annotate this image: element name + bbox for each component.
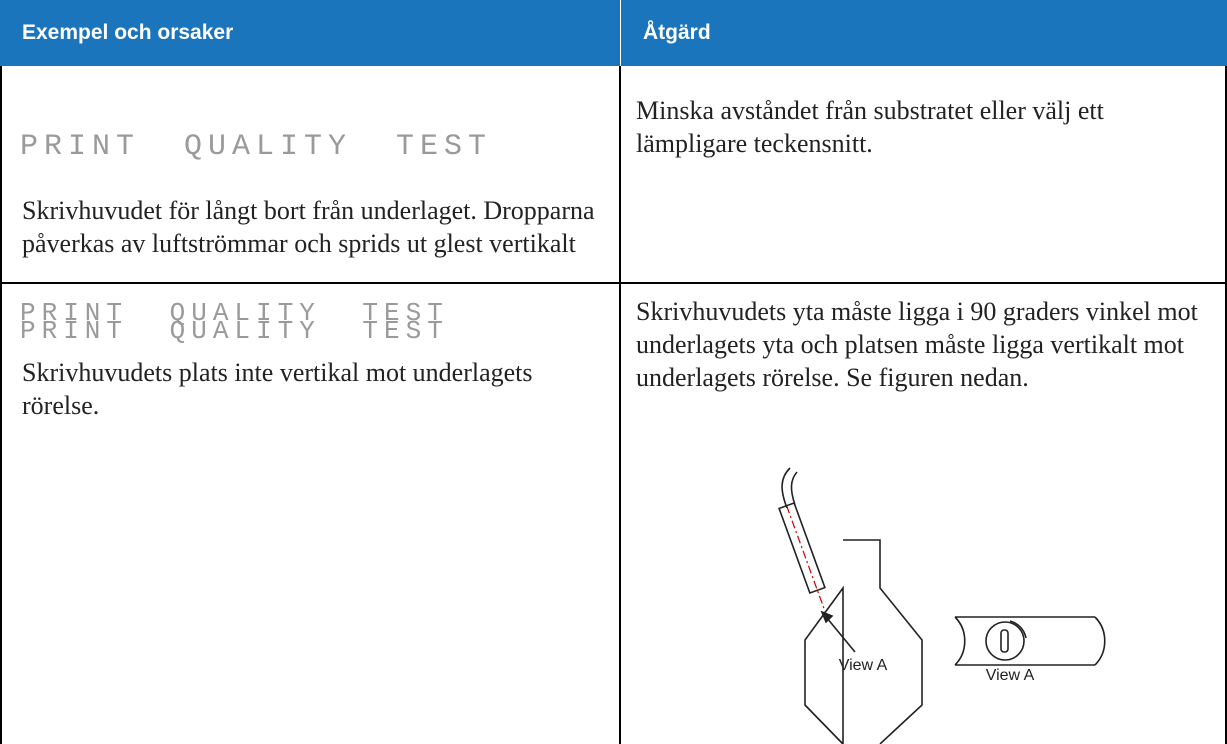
bottle [804, 539, 923, 744]
substrate-tube [954, 616, 1106, 666]
print-sample-shadow: PRINT QUALITY TEST [20, 316, 449, 346]
cause-text: Skrivhuvudets plats inte vertikal mot un… [22, 358, 533, 420]
arrow-head [820, 610, 834, 624]
nozzle-view [985, 621, 1025, 661]
alignment-figure: View A View A [778, 467, 1106, 744]
header-cell: Åtgärd [620, 0, 1227, 66]
cause-text: Skrivhuvudet för långt bort från underla… [22, 196, 595, 258]
nozzle-slot [1000, 629, 1009, 653]
print-sample: PRINT QUALITY TEST [20, 130, 493, 164]
print-head [778, 501, 827, 614]
cable [781, 467, 798, 509]
cell-border [0, 66, 2, 744]
cell-border [619, 66, 621, 744]
figure-label: View A [986, 667, 1035, 684]
header-cell: Exempel och orsaker [0, 0, 620, 66]
bottle-edge [804, 704, 844, 744]
print-sample: PRINT QUALITY TEST [20, 298, 449, 328]
action-text: Skrivhuvudets yta måste ligga i 90 grade… [636, 297, 1198, 392]
action-text: Minska avståndet från substratet eller v… [636, 96, 1104, 158]
cell-border [1225, 66, 1227, 744]
row-border [0, 282, 1227, 284]
rotation-arrow [1009, 620, 1027, 639]
figure-label: View A [839, 657, 888, 674]
